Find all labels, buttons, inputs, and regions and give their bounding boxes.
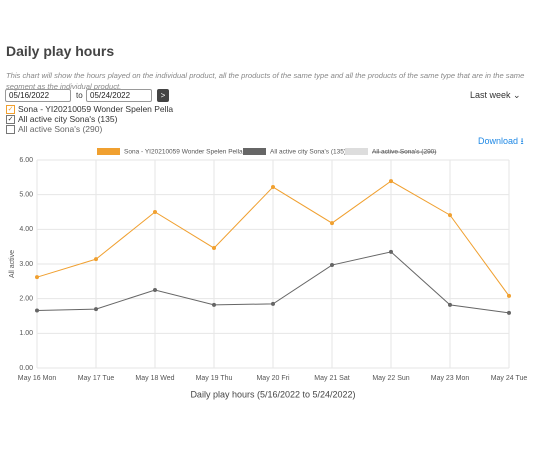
- point: [389, 179, 393, 184]
- x-axis-label: Daily play hours (5/16/2022 to 5/24/2022…: [190, 389, 355, 399]
- point: [153, 210, 157, 214]
- period-select[interactable]: Last week ⌄: [470, 90, 521, 100]
- x-tick-label: May 18 Wed: [135, 375, 174, 382]
- checkbox[interactable]: ✓: [6, 104, 15, 114]
- description: This chart will show the hours played on…: [6, 71, 525, 91]
- legend-swatch: [345, 148, 368, 155]
- legend-swatch: [97, 148, 120, 155]
- point: [389, 249, 393, 254]
- point: [35, 308, 39, 313]
- point: [212, 302, 216, 307]
- legend-swatch: [243, 148, 266, 155]
- title: Daily play hours: [6, 43, 115, 59]
- x-tick-label: May 16 Mon: [18, 375, 57, 382]
- x-tick-label: May 24 Tue: [491, 375, 528, 382]
- option[interactable]: ✓ Sona - YI20210059 Wonder Spelen Pella: [6, 104, 173, 114]
- point: [271, 301, 275, 306]
- point: [94, 257, 98, 262]
- point: [330, 221, 334, 226]
- option[interactable]: ✓ All active city Sona's (135): [6, 114, 117, 124]
- download-link[interactable]: Download ⭳: [478, 136, 524, 146]
- x-tick-label: May 23 Mon: [431, 375, 470, 382]
- download-label: Download: [478, 136, 519, 146]
- period-label: Last week: [470, 90, 511, 100]
- y-tick-label: 0.00: [19, 365, 33, 372]
- option-label: All active Sona's (290): [18, 124, 103, 134]
- checkbox[interactable]: ✓: [6, 114, 15, 124]
- y-tick-label: 6.00: [19, 157, 33, 164]
- x-tick-label: May 19 Thu: [196, 375, 233, 382]
- x-tick-label: May 22 Sun: [372, 375, 409, 382]
- y-tick-label: 4.00: [19, 226, 33, 233]
- y-axis-label: All active: [9, 250, 16, 278]
- date-to[interactable]: 05/24/2022: [86, 89, 152, 102]
- point: [271, 185, 275, 190]
- y-tick-label: 2.00: [19, 296, 33, 303]
- point: [448, 302, 452, 307]
- point: [212, 246, 216, 251]
- option[interactable]: All active Sona's (290): [6, 124, 102, 134]
- legend-label: All active city Sona's (135): [270, 149, 346, 156]
- x-tick-label: May 17 Tue: [78, 375, 115, 382]
- to-label: to: [76, 91, 83, 100]
- x-tick-label: May 21 Sat: [314, 375, 349, 382]
- legend-label: All active Sona's (290): [372, 149, 436, 156]
- point: [448, 213, 452, 218]
- point: [507, 310, 511, 315]
- point: [330, 263, 334, 268]
- date-from[interactable]: 05/16/2022: [5, 89, 71, 102]
- y-tick-label: 3.00: [19, 261, 33, 268]
- point: [94, 307, 98, 312]
- y-tick-label: 1.00: [19, 330, 33, 337]
- point: [153, 288, 157, 292]
- next-button[interactable]: >: [157, 89, 169, 102]
- legend-label: Sona - YI20210059 Wonder Spelen Pella: [124, 149, 243, 156]
- option-label: Sona - YI20210059 Wonder Spelen Pella: [18, 104, 174, 114]
- y-tick-label: 5.00: [19, 192, 33, 199]
- option-label: All active city Sona's (135): [18, 114, 118, 124]
- checkbox[interactable]: [6, 124, 15, 134]
- point: [35, 275, 39, 280]
- x-tick-label: May 20 Fri: [256, 375, 290, 382]
- point: [507, 293, 511, 298]
